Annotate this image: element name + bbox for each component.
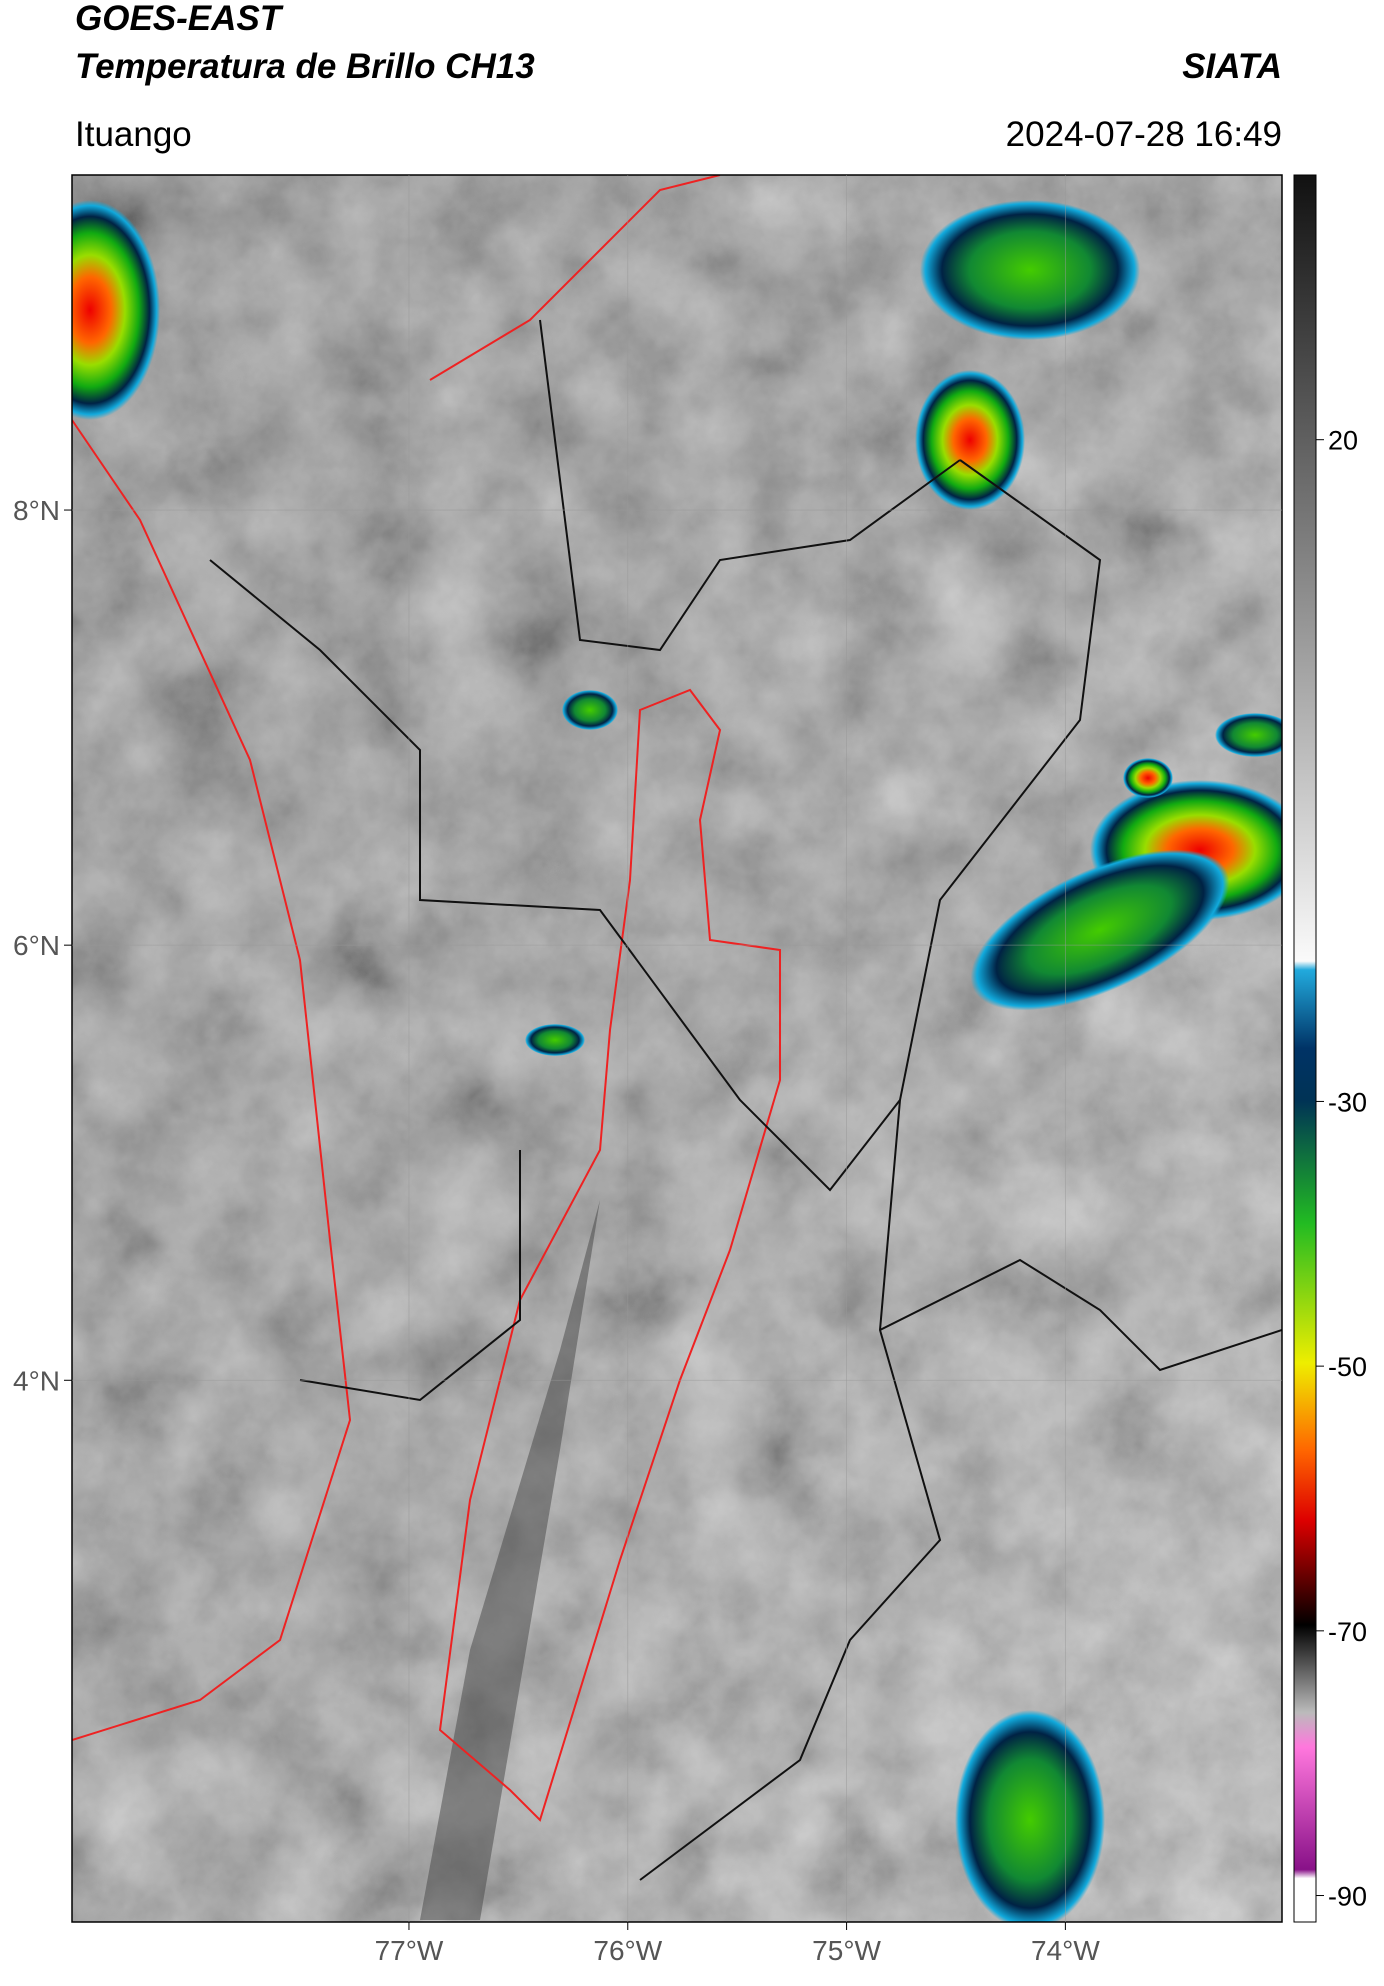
map-frame — [71, 174, 1283, 1923]
colorbar-tick-label: -30 — [1328, 1087, 1367, 1117]
colorbar-tick-label: -90 — [1328, 1882, 1367, 1912]
colorbar-tick-label: -50 — [1328, 1352, 1367, 1382]
x-tick-label: 75°W — [812, 1935, 881, 1966]
colorbar-tick-label: 20 — [1328, 426, 1358, 456]
colorbar-tick-label: -70 — [1328, 1617, 1367, 1647]
x-tick-label: 77°W — [375, 1935, 444, 1966]
graticule — [72, 175, 1282, 1922]
x-tick-label: 74°W — [1031, 1935, 1100, 1966]
satellite-image — [72, 175, 1282, 1922]
datetime: 2024-07-28 16:49 — [1006, 115, 1282, 154]
title: GOES-EAST — [75, 0, 284, 38]
y-tick-label: 6°N — [13, 930, 60, 961]
x-tick-label: 76°W — [593, 1935, 662, 1966]
colorbar — [1293, 174, 1317, 1923]
subtitle: Temperatura de Brillo CH13 — [75, 47, 535, 86]
location: Ituango — [75, 115, 192, 154]
y-tick-label: 8°N — [13, 495, 60, 526]
source: SIATA — [1182, 47, 1282, 86]
y-tick-label: 4°N — [13, 1365, 60, 1396]
